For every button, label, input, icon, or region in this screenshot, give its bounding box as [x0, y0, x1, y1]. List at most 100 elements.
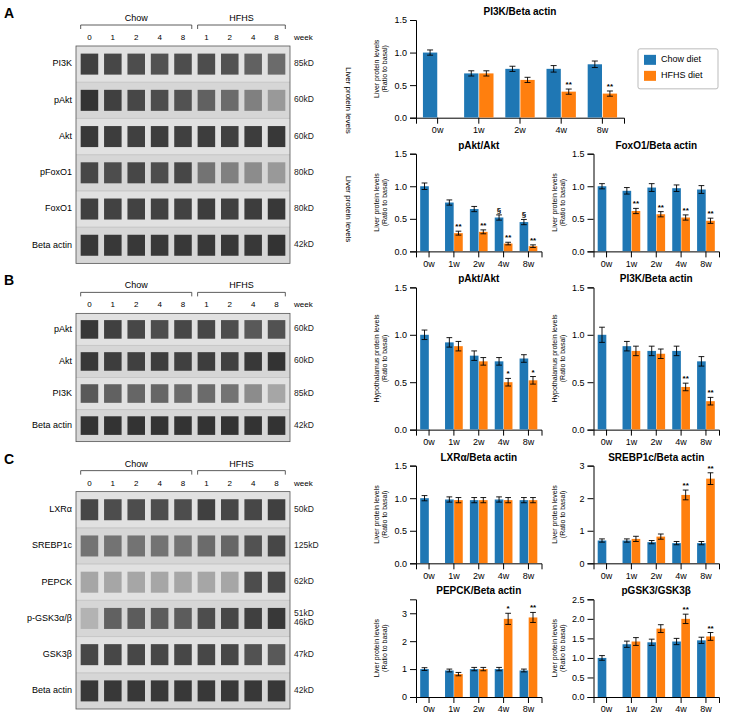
bar	[495, 669, 504, 697]
bar	[672, 188, 681, 251]
x-tick-mark	[631, 251, 632, 257]
error-bar	[658, 212, 664, 217]
x-tick-label: 4w	[498, 571, 510, 581]
bar	[598, 541, 607, 564]
y-tick-mark	[410, 531, 416, 532]
blot-band	[151, 162, 169, 183]
x-tick-mark	[437, 118, 438, 124]
x-tick-label: 4w	[555, 125, 567, 135]
error-bar	[658, 349, 664, 358]
annotation: Liver protein levels	[344, 67, 353, 134]
lane-label: 2	[134, 300, 139, 309]
blot-row-background	[76, 600, 290, 636]
text-line: (Ratio to basal)	[381, 45, 389, 92]
error-bar	[427, 50, 433, 55]
y-tick: 0.5	[394, 378, 416, 388]
error-bar	[708, 397, 714, 405]
blot-panel: AChowHFHS012481248weekPI3K85kDpAkt60kDAk…	[4, 5, 353, 263]
plot-area	[420, 612, 537, 697]
row-kd-label: 50kD	[294, 504, 314, 514]
x-axis: 0w1w2w4w8w	[417, 118, 625, 135]
chart-title: FoxO1/Beta actin	[615, 140, 697, 151]
blot-band	[221, 535, 239, 556]
group-bracket	[198, 25, 286, 29]
row-kd-label: 85kD	[294, 58, 314, 68]
error-bar	[468, 71, 474, 76]
error-bar	[480, 667, 486, 670]
x-axis-line	[417, 564, 543, 570]
blot-band	[127, 90, 145, 111]
y-axis-title: Liver protein levels(Ratio to basal)	[551, 485, 567, 544]
x-tick-label: 8w	[700, 259, 712, 269]
plot-area	[598, 614, 715, 697]
error-bar	[624, 188, 630, 195]
y-tick-mark	[588, 498, 594, 499]
x-tick-mark	[606, 563, 607, 569]
x-tick-label: 0w	[601, 259, 613, 269]
bar	[529, 500, 538, 563]
x-axis-line	[594, 430, 720, 436]
x-tick: 0w	[432, 118, 444, 135]
x-tick-label: 8w	[523, 437, 535, 447]
blot-band	[268, 608, 286, 629]
blot-band	[174, 352, 192, 371]
panel-letter: C	[4, 451, 14, 467]
y-tick-label: 1.0	[572, 330, 585, 340]
blot-band	[174, 90, 192, 111]
error-bar	[674, 541, 680, 544]
blot-row-background	[76, 378, 290, 410]
x-tick-label: 8w	[523, 704, 535, 714]
text-line: 50kD	[294, 504, 314, 514]
y-tick-label: 0.5	[394, 214, 407, 224]
lane-label: 2	[228, 33, 233, 42]
blot-band	[198, 126, 216, 147]
bar	[632, 539, 641, 563]
bar-chart: 0.00.51.01.50w1w2w4w8w****PI3K/Beta acti…	[551, 273, 720, 447]
lane-label: 8	[274, 300, 279, 309]
x-tick-mark	[656, 430, 657, 436]
x-axis-title: week	[293, 479, 314, 488]
x-tick-label: 1w	[626, 437, 638, 447]
blot-row-background	[76, 155, 290, 191]
group-bracket	[81, 292, 192, 296]
error-bar	[480, 230, 486, 234]
x-axis: 0w1w2w4w8w	[417, 430, 543, 447]
blot-band	[127, 199, 145, 220]
blot-band	[174, 320, 192, 339]
blot-band	[198, 54, 216, 75]
blot-band	[221, 90, 239, 111]
blot-band	[244, 235, 262, 256]
x-tick: 2w	[473, 251, 485, 268]
y-tick: 1	[402, 664, 416, 674]
blot-row-separator	[76, 190, 290, 191]
y-tick-mark	[588, 599, 594, 600]
significance-label: **	[455, 222, 462, 231]
x-tick-label: 0w	[423, 571, 435, 581]
blot-band	[244, 535, 262, 556]
blot-band	[81, 680, 99, 701]
row-kd-label: 60kD	[294, 131, 314, 141]
error-bar	[633, 208, 639, 213]
blot-band	[244, 680, 262, 701]
text-line: 42kD	[294, 420, 314, 430]
error-bar	[699, 541, 705, 544]
text-line: 42kD	[294, 685, 314, 695]
y-axis: 0.00.51.01.52.02.5	[572, 595, 594, 703]
y-axis: 0.00.51.01.5	[394, 283, 416, 435]
lane-label: 8	[181, 33, 186, 42]
y-tick-mark	[588, 658, 594, 659]
x-axis: 0w1w2w4w8w	[417, 697, 543, 714]
x-tick-label: 8w	[523, 259, 535, 269]
y-tick-label: 0	[402, 692, 407, 702]
blot-row-separator	[76, 672, 290, 673]
blot-band	[104, 235, 122, 256]
y-tick-label: 0	[579, 559, 584, 569]
bar-chart: 0.00.51.01.50w1w2w4w8w**pAkt/AktHypothal…	[373, 273, 542, 447]
y-tick-mark	[588, 186, 594, 187]
y-tick: 0.0	[394, 247, 416, 257]
x-tick-mark	[681, 430, 682, 436]
y-tick-mark	[588, 382, 594, 383]
y-tick-label: 0.0	[572, 247, 585, 257]
x-axis: 0w1w2w4w8w	[417, 251, 543, 268]
error-bar	[521, 219, 527, 224]
